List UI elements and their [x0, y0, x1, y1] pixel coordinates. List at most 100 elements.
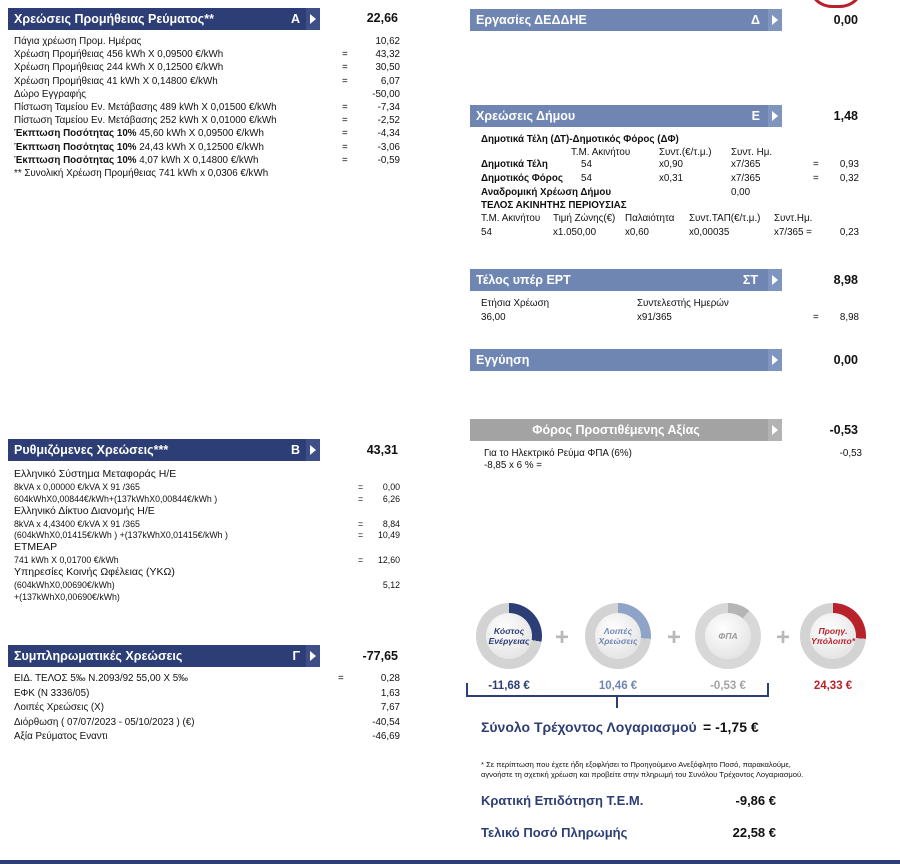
charge-row: Δώρο Εγγραφής -50,00 [14, 88, 400, 100]
chevron-right-icon [306, 439, 320, 461]
plus-icon: + [555, 624, 570, 651]
supplementary-total: -77,65 [362, 649, 398, 663]
ert-fee-title: Τέλος υπέρ ΕΡΤ [476, 273, 571, 287]
hedno-title: Ελληνικό Δίκτυο Διανομής Η/Ε [14, 505, 155, 517]
municipal-total: 1,48 [833, 109, 858, 123]
hts-title: Ελληνικό Σύστημα Μεταφοράς Η/Ε [14, 468, 177, 480]
charge-row: Χρέωση Προμήθειας 41 kWh X 0,14800 €/kWh… [14, 75, 400, 87]
final-payment-value: 22,58 € [732, 825, 776, 840]
municipal-subtitle: Δημοτικά Τέλη (ΔΤ)-Δημοτικός Φόρος (ΔΦ) [481, 134, 679, 145]
hts-line2: 604kWhX0,00844€/kWh+(137kWhX0,00844€/kWh… [14, 494, 400, 504]
previous-balance-label: Προηγ. Υπόλοιπο* [810, 613, 856, 659]
vat-ring-label: ΦΠΑ [705, 613, 751, 659]
chevron-right-icon [768, 105, 782, 127]
ert-total: 8,98 [833, 273, 858, 287]
energy-cost-value: -11,68 € [488, 680, 530, 692]
charge-row: ΕΦΚ (Ν 3336/05) 1,63 [14, 687, 400, 699]
state-subsidy-label: Κρατική Επιδότηση Τ.Ε.Μ. [481, 793, 644, 808]
chevron-right-icon [306, 8, 320, 30]
chevron-right-icon [768, 269, 782, 291]
supplementary-charges-bar[interactable]: Συμπληρωματικές Χρεώσεις Γ [8, 645, 320, 667]
section-letter: Α [290, 12, 300, 26]
guarantee-total: 0,00 [833, 353, 858, 367]
charge-row: Αξία Ρεύματος Εναντι -46,69 [14, 731, 400, 743]
hts-line1: 8kVA x 0,00000 €/kVA X 91 /365 = 0,00 [14, 482, 400, 492]
vat-bar[interactable]: Φόρος Προστιθέμενης Αξίας [470, 419, 782, 441]
vat-ring: ΦΠΑ [695, 603, 761, 669]
ert-values: 36,00 x91/365 = 8,98 [481, 312, 859, 323]
deddie-total: 0,00 [833, 13, 858, 27]
ert-fee-bar[interactable]: Τέλος υπέρ ΕΡΤ ΣΤ [470, 269, 782, 291]
other-charges-value: 10,46 € [598, 680, 638, 692]
property-tax-title: ΤΕΛΟΣ ΑΚΙΝΗΤΗΣ ΠΕΡΙΟΥΣΙΑΣ [481, 200, 627, 211]
section-letter: ΣΤ [742, 273, 758, 287]
etmear-title: ΕΤΜΕΑΡ [14, 541, 58, 553]
charge-row: Πίστωση Ταμείου Εν. Μετάβασης 489 kWh X … [14, 102, 400, 113]
chevron-right-icon [306, 645, 320, 667]
summary-bracket-stem [616, 696, 618, 708]
etmear-line: 741 kWh X 0,01700 €/kWh = 12,60 [14, 555, 400, 565]
other-charges-ring: Λοιπές Χρεώσεις [585, 603, 651, 669]
previous-balance-value: 24,33 € [813, 680, 853, 692]
plus-icon: + [776, 624, 791, 651]
charge-row: Πίστωση Ταμείου Εν. Μετάβασης 252 kWh X … [14, 115, 400, 127]
corner-decoration [808, 0, 864, 8]
charge-row: Διόρθωση ( 07/07/2023 - 05/10/2023 ) (€)… [14, 716, 400, 728]
vat-value: -0,53 € [710, 680, 746, 692]
yko-line1: (604kWhX0,00690€/kWh) 5,12 [14, 580, 400, 590]
guarantee-bar[interactable]: Εγγύηση [470, 349, 782, 371]
charge-row: Χρέωση Προμήθειας 244 kWh X 0,12500 €/kW… [14, 62, 400, 74]
charge-row: Έκπτωση Ποσότητας 10% 4,07 kWh X 0,14800… [14, 154, 400, 166]
energy-cost-label: Κόστος Ενέργειας [486, 613, 532, 659]
municipal-header-row: Τ.Μ. Ακινήτου Συντ.(€/τ.μ.) Συντ. Ημ. [571, 147, 773, 158]
guarantee-title: Εγγύηση [476, 353, 530, 367]
chevron-right-icon [768, 9, 782, 31]
vat-line2: -8,85 x 6 % = [484, 460, 542, 471]
yko-line2: +(137kWhX0,00690€/kWh) [14, 592, 120, 602]
supplementary-charges-title: Συμπληρωματικές Χρεώσεις [14, 649, 183, 663]
supply-charges-title: Χρεώσεις Προμήθειας Ρεύματος** [14, 12, 214, 26]
vat-line1: Για το Ηλεκτρικό Ρεύμα ΦΠΑ (6%) -0,53 [484, 448, 862, 459]
previous-balance-ring: Προηγ. Υπόλοιπο* [800, 603, 866, 669]
supply-charges-bar[interactable]: Χρεώσεις Προμήθειας Ρεύματος** Α [8, 8, 320, 30]
supply-total: 22,66 [366, 11, 398, 25]
bottom-rule [0, 860, 900, 864]
charge-row: ΕΙΔ. ΤΕΛΟΣ 5‰ Ν.2093/92 55,00 X 5‰ = 0,28 [14, 673, 400, 684]
charge-row: Χρέωση Προμήθειας 456 kWh X 0,09500 €/kW… [14, 49, 400, 61]
current-bill-total-label: Σύνολο Τρέχοντος Λογαριασμού [481, 719, 697, 735]
deddie-works-title: Εργασίες ΔΕΔΔΗΕ [476, 13, 587, 27]
municipal-charges-title: Χρεώσεις Δήμου [476, 109, 576, 123]
section-letter: Ε [751, 109, 760, 123]
regulated-charges-title: Ρυθμιζόμενες Χρεώσεις*** [14, 443, 169, 457]
hedno-line1: 8kVA x 4,43400 €/kVA X 91 /365 = 8,84 [14, 519, 400, 529]
other-charges-label: Λοιπές Χρεώσεις [595, 613, 641, 659]
property-tax-values: 54 x1.050,00 x0,60 x0,00035 x7/365 = 0,2… [481, 227, 859, 238]
summary-bracket [466, 683, 769, 697]
section-letter: Γ [292, 649, 300, 663]
current-bill-total-value: = -1,75 € [703, 719, 759, 735]
hedno-line2: (604kWhX0,01415€/kWh ) +(137kWhX0,01415€… [14, 530, 400, 540]
state-subsidy-value: -9,86 € [735, 793, 776, 808]
charge-row: Πάγια χρέωση Προμ. Ημέρας 10,62 [14, 36, 400, 47]
previous-balance-note: * Σε περίπτωση που έχετε ήδη εξοφλήσει τ… [481, 760, 804, 779]
deddie-works-bar[interactable]: Εργασίες ΔΕΔΔΗΕ Δ [470, 9, 782, 31]
regulated-charges-bar[interactable]: Ρυθμιζόμενες Χρεώσεις*** Β [8, 439, 320, 461]
charge-row: Λοιπές Χρεώσεις (Χ) 7,67 [14, 702, 400, 714]
yko-title: Υπηρεσίες Κοινής Ωφέλειας (ΥΚΩ) [14, 566, 175, 578]
municipal-fees-row: Δημοτικά Τέλη 54 x0,90 x7/365 = 0,93 [481, 159, 859, 170]
energy-cost-ring: Κόστος Ενέργειας [476, 603, 542, 669]
plus-icon: + [667, 624, 682, 651]
regulated-total: 43,31 [366, 443, 398, 457]
charge-row: Έκπτωση Ποσότητας 10% 45,60 kWh X 0,0950… [14, 128, 400, 140]
chevron-right-icon [768, 349, 782, 371]
charge-row: ** Συνολική Χρέωση Προμήθειας 741 kWh x … [14, 168, 269, 179]
final-payment-label: Τελικό Ποσό Πληρωμής [481, 825, 628, 840]
ert-header: Ετήσια Χρέωση Συντελεστής Ημερών [481, 298, 729, 309]
municipal-charges-bar[interactable]: Χρεώσεις Δήμου Ε [470, 105, 782, 127]
section-letter: Β [290, 443, 300, 457]
charge-row: Έκπτωση Ποσότητας 10% 24,43 kWh X 0,1250… [14, 141, 400, 153]
property-tax-header: Τ.Μ. Ακινήτου Τιμή Ζώνης(€) Παλαιότητα Σ… [481, 213, 813, 224]
vat-total: -0,53 [829, 423, 859, 437]
chevron-right-icon [768, 419, 782, 441]
municipal-tax-row: Δημοτικός Φόρος 54 x0,31 x7/365 = 0,32 [481, 173, 859, 184]
